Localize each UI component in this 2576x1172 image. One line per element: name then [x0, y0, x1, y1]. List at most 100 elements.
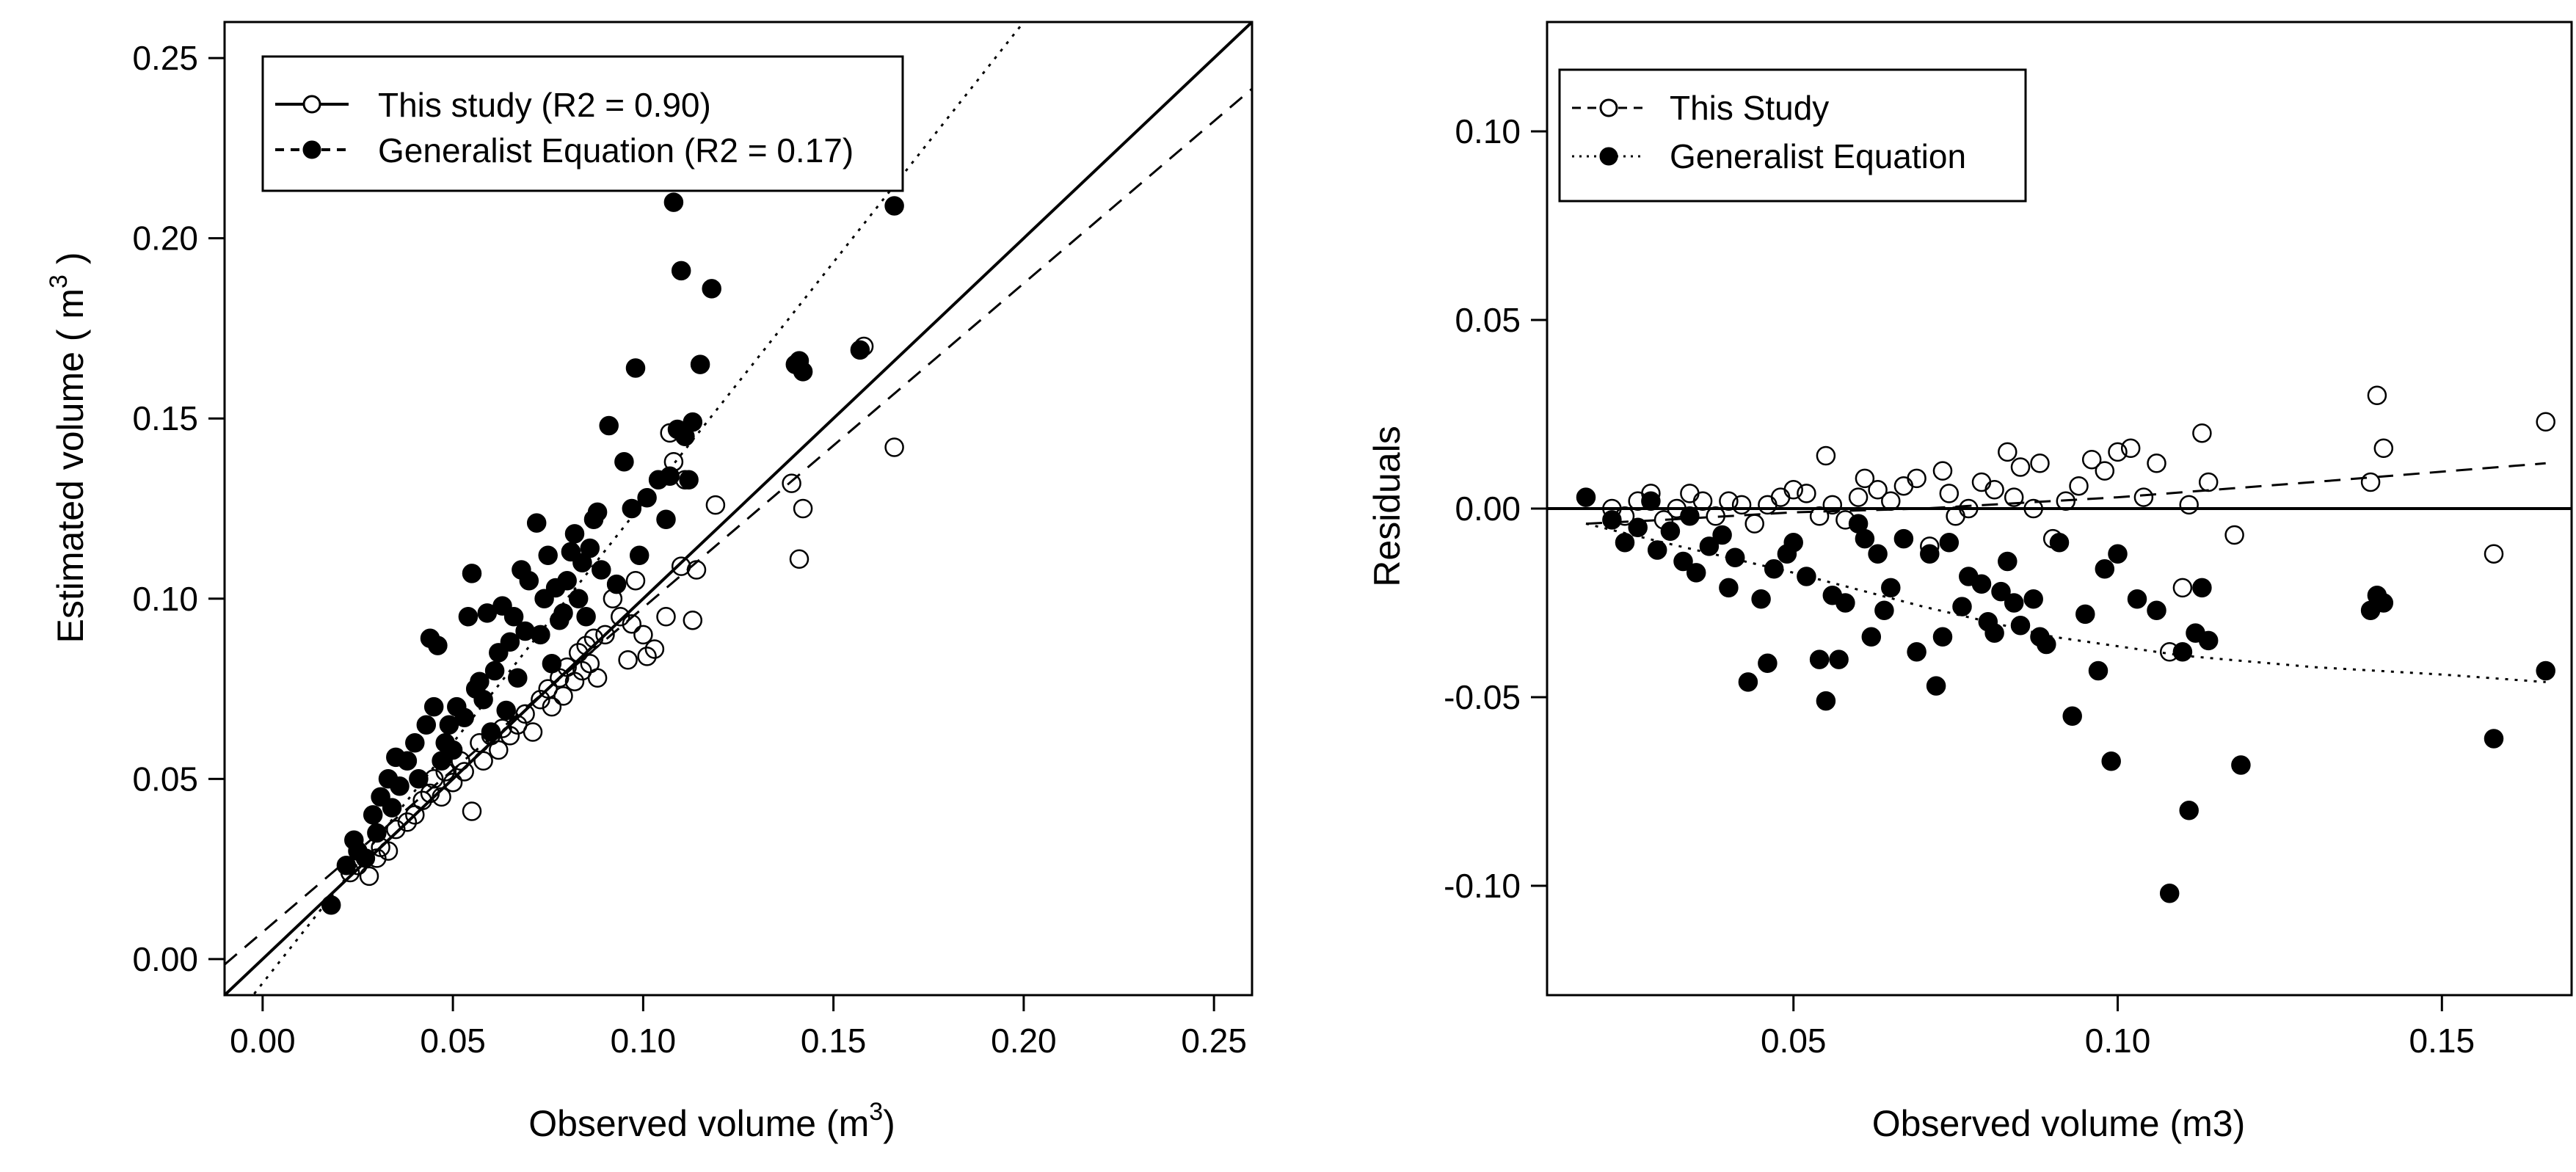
- generalist-point: [2023, 589, 2043, 609]
- this-study-point: [1758, 495, 1778, 515]
- generalist-point: [1725, 547, 1745, 568]
- left-legend: This study (R2 = 0.90) Generalist Equati…: [261, 55, 904, 192]
- this-study-point: [531, 690, 550, 710]
- generalist-point: [1751, 589, 1771, 609]
- generalist-point: [1952, 597, 1972, 616]
- y-tick-label: 0.20: [132, 219, 198, 258]
- this-study-point: [2069, 476, 2089, 496]
- x-tick-label: 0.05: [1761, 1022, 1827, 1060]
- legend-filled-circle-marker: [1599, 147, 1618, 166]
- y-tick-label: -0.05: [1444, 678, 1521, 716]
- generalist-point: [2108, 544, 2128, 564]
- generalist-point: [1809, 649, 1830, 669]
- this-study-point: [454, 762, 474, 782]
- right-legend: This Study Generalist Equation: [1558, 68, 2027, 203]
- left-fit-lines: [225, 22, 1252, 995]
- this-study-point: [553, 686, 573, 706]
- this-study-point: [1893, 476, 1914, 496]
- generalist-point: [2037, 634, 2056, 655]
- this-study-point: [2373, 438, 2394, 459]
- this-study-point: [462, 801, 482, 821]
- y-tick-label: 0.00: [132, 940, 198, 978]
- this-study-point: [1822, 495, 1843, 515]
- this-study-point: [587, 668, 608, 688]
- right-legend-label-this-study: This Study: [1670, 89, 1829, 127]
- generalist-point: [622, 498, 642, 519]
- generalist-point: [1991, 581, 2011, 602]
- generalist-point: [2172, 642, 2193, 662]
- generalist-point: [1719, 578, 1739, 598]
- generalist-point: [2484, 729, 2504, 749]
- x-tick-label: 0.10: [611, 1022, 677, 1060]
- x-tick-label: 0.25: [1181, 1022, 1247, 1060]
- generalist-point: [470, 671, 490, 691]
- this-study-point: [1797, 484, 1816, 503]
- generalist-point: [592, 560, 611, 580]
- y-tick-label: 0.05: [1455, 301, 1521, 339]
- generalist-point: [1738, 672, 1758, 692]
- this-study-point: [2010, 457, 2031, 477]
- generalist-point: [568, 589, 589, 609]
- generalist-point: [462, 564, 482, 583]
- this-study-fit-line: [225, 87, 1252, 966]
- this-study-point: [1680, 484, 1700, 503]
- this-study-point: [595, 625, 615, 645]
- generalist-point: [656, 509, 676, 529]
- y-tick-label: 0.10: [132, 580, 198, 618]
- this-study-point: [443, 772, 463, 793]
- generalist-point: [519, 570, 539, 591]
- generalist-point: [2192, 578, 2212, 598]
- generalist-point: [2198, 630, 2219, 651]
- right-x-axis: 0.05 0.10 0.15: [1761, 994, 2475, 1060]
- generalist-point: [1907, 642, 1926, 662]
- generalist-point: [409, 769, 429, 789]
- this-study-point: [2108, 442, 2128, 462]
- generalist-point: [454, 707, 474, 728]
- x-tick-label: 0.15: [801, 1022, 867, 1060]
- this-study-point: [683, 610, 703, 630]
- generalist-point: [606, 574, 627, 594]
- left-data-points: [321, 192, 904, 915]
- generalist-point: [629, 545, 650, 566]
- generalist-point: [2088, 660, 2109, 681]
- left-x-axis-title: Observed volume (m3): [528, 1098, 895, 1144]
- generalist-point: [1797, 567, 1816, 586]
- generalist-point: [625, 358, 646, 378]
- left-y-axis-title: Estimated volume ( m3 ): [45, 252, 91, 644]
- generalist-point: [336, 855, 357, 876]
- this-study-point: [1998, 442, 2017, 462]
- this-study-point: [789, 549, 809, 569]
- generalist-point: [1615, 533, 1635, 553]
- this-study-point: [2367, 385, 2387, 406]
- this-study-point: [1816, 445, 1836, 466]
- this-study-point: [2004, 487, 2024, 507]
- this-study-point: [2023, 498, 2043, 519]
- generalist-point: [526, 513, 547, 533]
- left-legend-label-generalist: Generalist Equation (R2 = 0.17): [378, 131, 854, 170]
- this-study-point: [386, 819, 406, 840]
- generalist-point: [1984, 623, 2004, 643]
- generalist-point: [1855, 528, 1875, 549]
- generalist-point: [1783, 533, 1803, 553]
- this-study-point: [1731, 495, 1752, 515]
- this-study-point: [637, 647, 657, 666]
- right-legend-label-generalist: Generalist Equation: [1670, 137, 1966, 175]
- generalist-point: [1576, 487, 1596, 507]
- this-study-point: [1783, 480, 1803, 500]
- this-study-point: [2198, 472, 2219, 492]
- generalist-point: [637, 488, 657, 508]
- generalist-point: [587, 502, 608, 523]
- this-study-point: [2120, 438, 2141, 459]
- generalist-point: [2147, 600, 2166, 621]
- x-tick-label: 0.15: [2409, 1022, 2475, 1060]
- generalist-point: [1971, 574, 1992, 594]
- this-study-point: [2133, 487, 2154, 507]
- generalist-point: [538, 545, 558, 566]
- this-study-point: [2360, 472, 2381, 492]
- generalist-point: [564, 524, 585, 544]
- this-study-point: [1971, 472, 1992, 492]
- this-study-point: [2192, 423, 2212, 443]
- this-study-point: [2536, 412, 2555, 432]
- generalist-point: [355, 848, 376, 868]
- right-y-axis-title: Residuals: [1367, 426, 1408, 587]
